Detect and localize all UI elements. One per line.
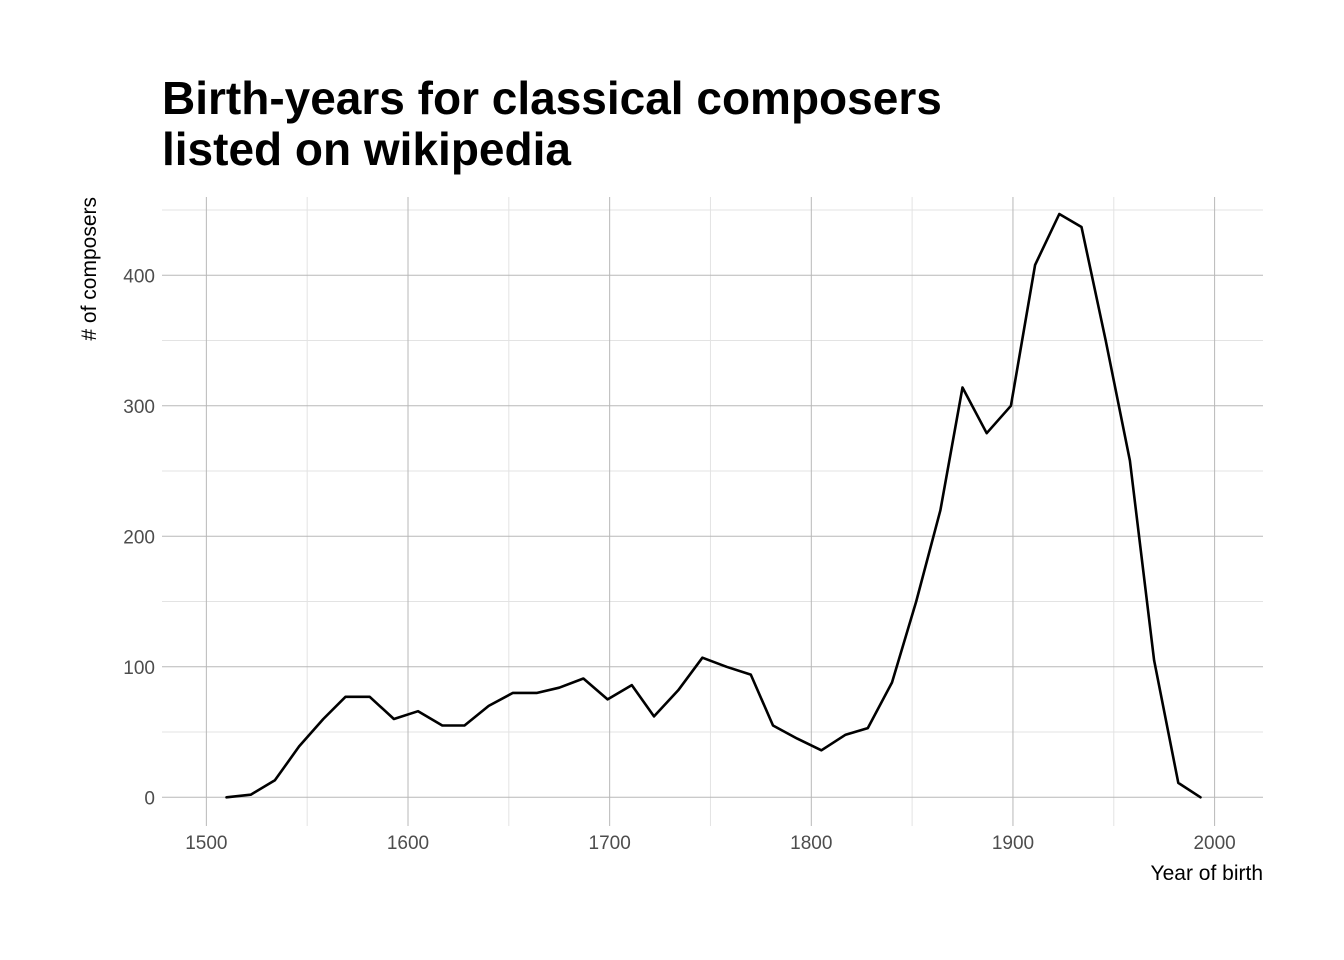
y-tick-label: 300 [123,397,155,418]
chart-title-line-1: Birth-years for classical composers [162,72,942,124]
major-gridlines [162,197,1263,826]
x-tick-label: 2000 [1193,833,1235,854]
y-tick-label: 200 [123,527,155,548]
y-tick-label: 100 [123,658,155,679]
x-axis-title: Year of birth [1151,862,1263,885]
series-group [225,212,1202,799]
minor-gridlines [162,197,1263,826]
x-tick-label: 1600 [387,833,429,854]
x-axis-tick-labels: 1500 1600 1700 1800 1900 2000 [185,833,1236,854]
x-tick-label: 1800 [790,833,832,854]
x-tick-label: 1500 [185,833,227,854]
x-tick-label: 1700 [589,833,631,854]
y-tick-label: 0 [144,788,155,809]
x-tick-label: 1900 [992,833,1034,854]
y-tick-label: 400 [123,266,155,287]
y-axis-tick-labels: 0 100 200 300 400 [123,266,155,809]
series-line [225,212,1202,799]
y-axis-title: # of composers [78,197,101,341]
chart-title-line-2: listed on wikipedia [162,123,571,175]
